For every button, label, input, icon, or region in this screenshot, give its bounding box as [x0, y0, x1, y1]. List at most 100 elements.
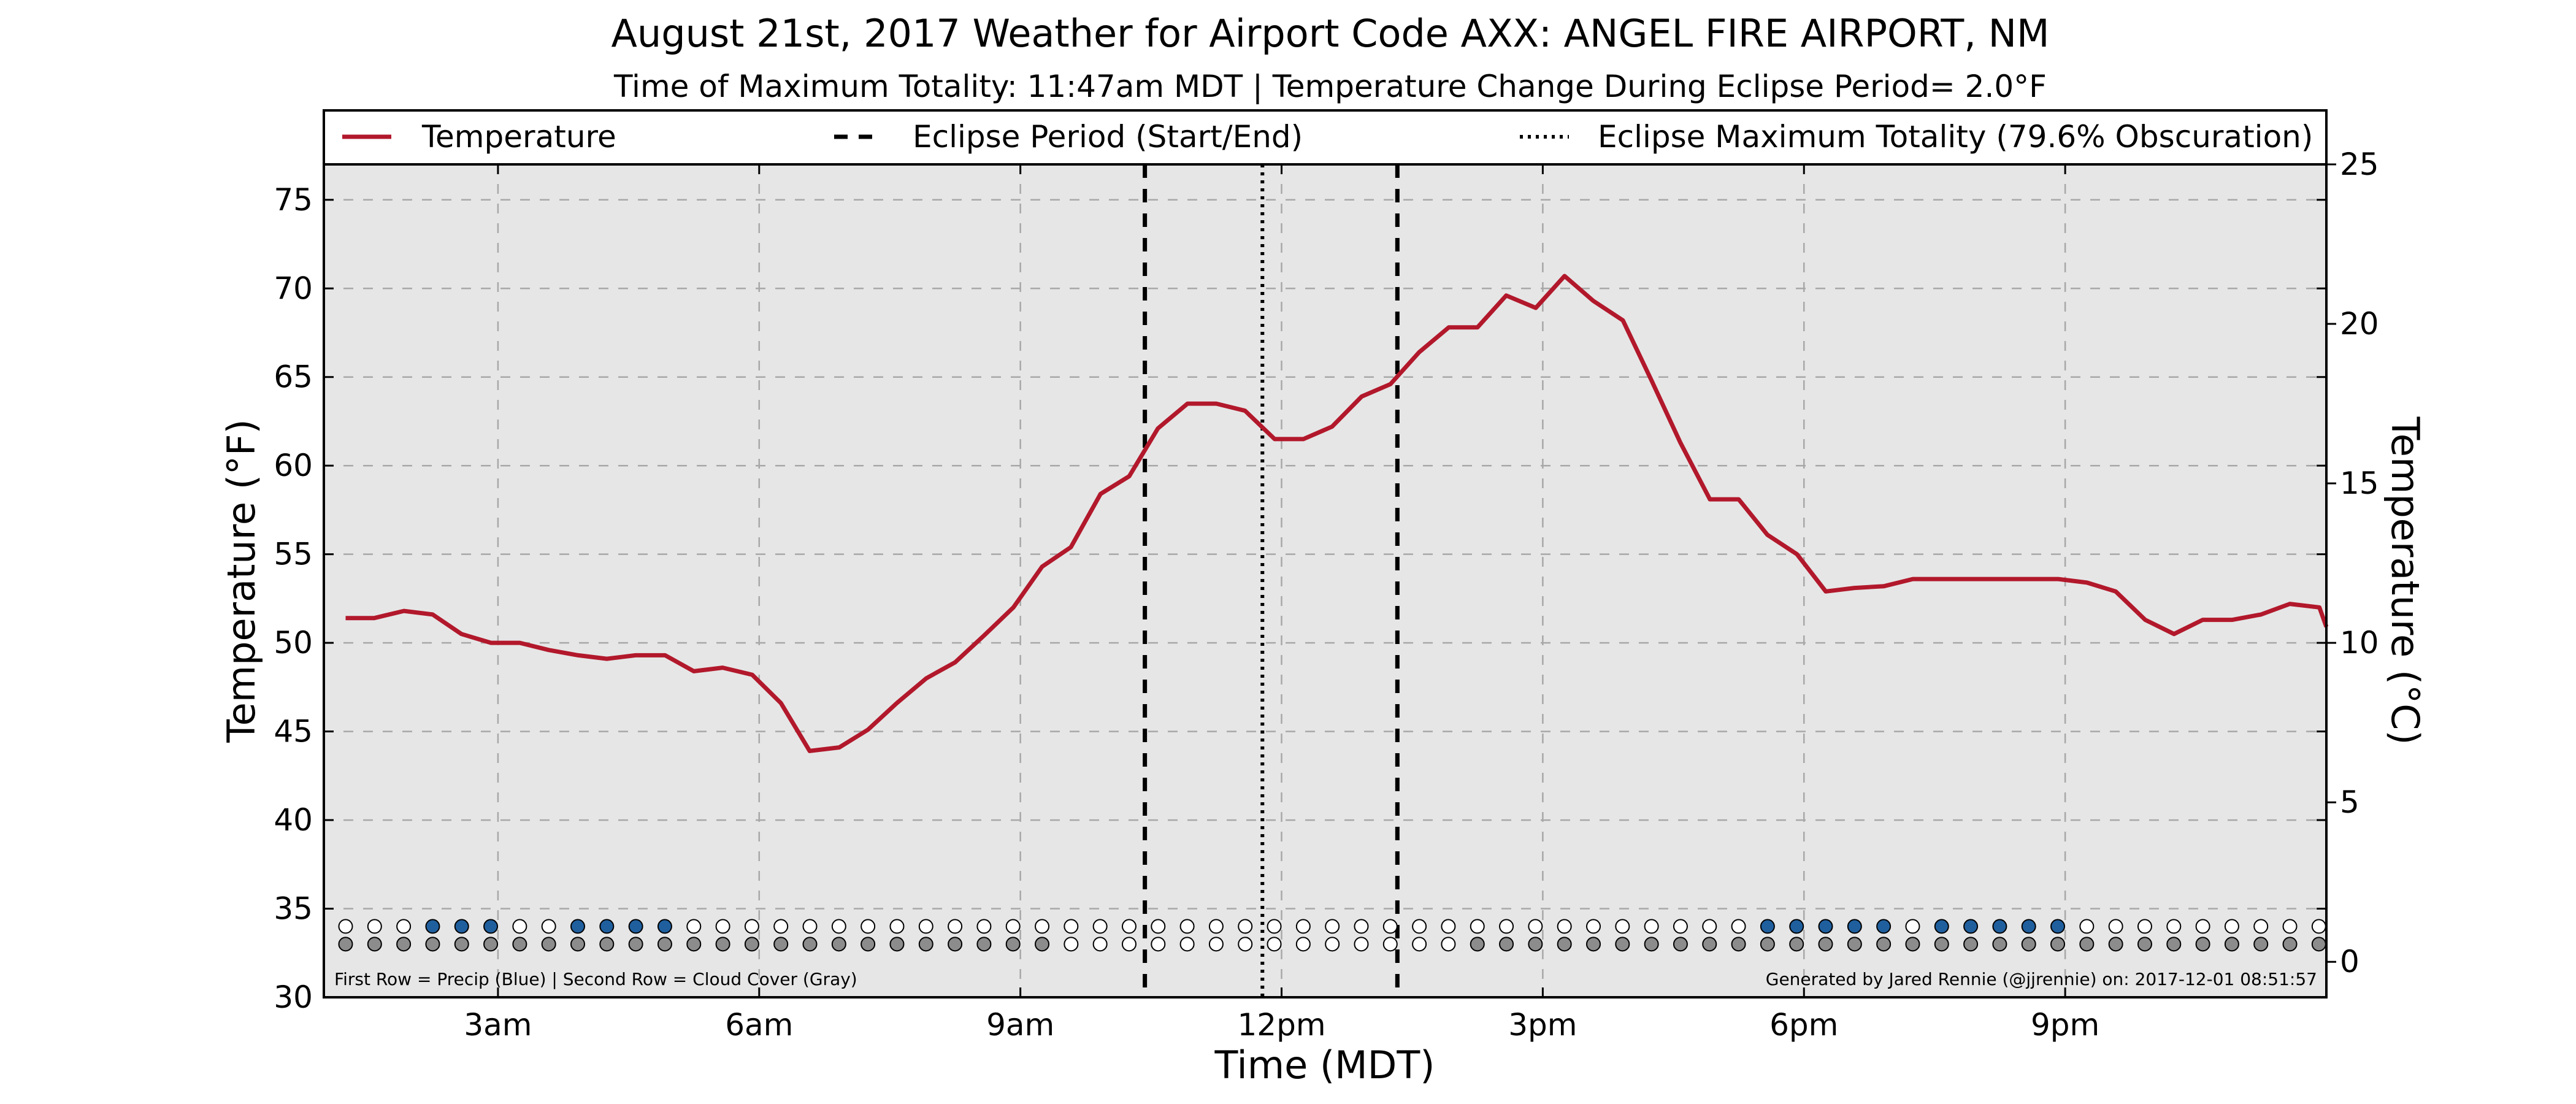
precip-dot [2253, 919, 2269, 934]
indicator-rows [338, 919, 2326, 952]
y-axis-right: 0 5 10 15 20 25 [2326, 147, 2379, 979]
y-tick-label-left: 65 [274, 359, 313, 395]
y-axis-label-left: Temperature (°F) [219, 419, 264, 743]
cloud-dot [454, 937, 469, 952]
cloud-dot [948, 937, 963, 952]
grid-lines [324, 164, 2326, 997]
precip-dot [1035, 919, 1050, 934]
cloud-dot [1441, 937, 1456, 952]
precip-dot [1760, 919, 1775, 934]
cloud-dot [2282, 937, 2298, 952]
cloud-dot [1992, 937, 2007, 952]
precip-dot [889, 919, 905, 934]
precip-dot [1325, 919, 1340, 934]
precip-dot [1702, 919, 1717, 934]
precip-dot [1557, 919, 1572, 934]
cloud-dot [1267, 937, 1282, 952]
cloud-dot [1412, 937, 1427, 952]
cloud-dot [686, 937, 702, 952]
chart-subtitle: Time of Maximum Totality: 11:47am MDT | … [613, 69, 2047, 104]
cloud-dot [2079, 937, 2095, 952]
x-tick-label: 9am [986, 1007, 1054, 1043]
precip-dot [599, 919, 615, 934]
cloud-dot [2050, 937, 2066, 952]
cloud-dot [483, 937, 499, 952]
cloud-dot [1673, 937, 1688, 952]
precip-dot [396, 919, 412, 934]
precip-dot [2166, 919, 2182, 934]
cloud-dot [773, 937, 789, 952]
series-line-temperature [345, 274, 2329, 753]
precip-dot [1151, 919, 1166, 934]
x-tick-label: 3pm [1508, 1007, 1577, 1043]
cloud-dot [1760, 937, 1775, 952]
cloud-dot [831, 937, 846, 952]
precip-dot [1412, 919, 1427, 934]
cloud-dot [1731, 937, 1746, 952]
cloud-dot [396, 937, 412, 952]
precip-dot [918, 919, 933, 934]
cloud-dot [2108, 937, 2123, 952]
cloud-dot [715, 937, 730, 952]
cloud-dot [1354, 937, 1369, 952]
cloud-dot [1876, 937, 1892, 952]
cloud-dot [1557, 937, 1572, 952]
precip-dot [1470, 919, 1485, 934]
cloud-dot [1092, 937, 1108, 952]
chart-title: August 21st, 2017 Weather for Airport Co… [611, 11, 2050, 56]
cloud-dot [1325, 937, 1340, 952]
cloud-dot [512, 937, 527, 952]
precip-dot [1441, 919, 1456, 934]
precip-dot [628, 919, 643, 934]
y-tick-label-left: 75 [274, 182, 313, 218]
cloud-dot [2253, 937, 2269, 952]
precip-dot [1295, 919, 1311, 934]
cloud-dot [2311, 937, 2326, 952]
precip-dot [1528, 919, 1543, 934]
precip-dot [425, 919, 440, 934]
footnote-right: Generated by Jared Rennie (@jjrennie) on… [1766, 969, 2317, 989]
legend-box [323, 109, 2328, 166]
precip-dot [1905, 919, 1920, 934]
cloud-dot [657, 937, 672, 952]
precip-dot [686, 919, 702, 934]
precip-dot [1644, 919, 1659, 934]
y-tick-label-left: 55 [274, 537, 313, 572]
y-tick-label-left: 30 [274, 979, 313, 1015]
precip-dot [1673, 919, 1688, 934]
precip-dot [338, 919, 353, 934]
precip-dot [802, 919, 818, 934]
precip-dot [367, 919, 382, 934]
cloud-dot [2166, 937, 2182, 952]
cloud-dot [367, 937, 382, 952]
precip-dot [1731, 919, 1746, 934]
legend-label-eclipse-period: Eclipse Period (Start/End) [913, 119, 1303, 155]
eclipse-markers [1143, 164, 1400, 997]
precip-dot [2079, 919, 2095, 934]
y-tick-label-left: 70 [274, 270, 313, 306]
y-tick-label-left: 60 [274, 448, 313, 483]
precip-dot [1064, 919, 1079, 934]
cloud-dot [1005, 937, 1021, 952]
precip-dot [744, 919, 759, 934]
cloud-dot [1121, 937, 1137, 952]
cloud-dot [1615, 937, 1630, 952]
precip-dot [831, 919, 846, 934]
cloud-dot [2137, 937, 2152, 952]
cloud-dot [976, 937, 992, 952]
cloud-dot [1905, 937, 1920, 952]
y-tick-label-left: 40 [274, 802, 313, 838]
cloud-dot [1963, 937, 1979, 952]
cloud-dot [1151, 937, 1166, 952]
precip-dot [454, 919, 469, 934]
y-tick-label-left: 50 [274, 625, 313, 661]
precip-dot [2282, 919, 2298, 934]
precip-dot [1847, 919, 1862, 934]
cloud-dot [861, 937, 876, 952]
precip-dot [948, 919, 963, 934]
precip-dot [483, 919, 499, 934]
y-tick-label-left: 35 [274, 891, 313, 927]
y-tick-label-right: 5 [2340, 784, 2359, 820]
y-tick-label-right: 20 [2340, 306, 2379, 342]
